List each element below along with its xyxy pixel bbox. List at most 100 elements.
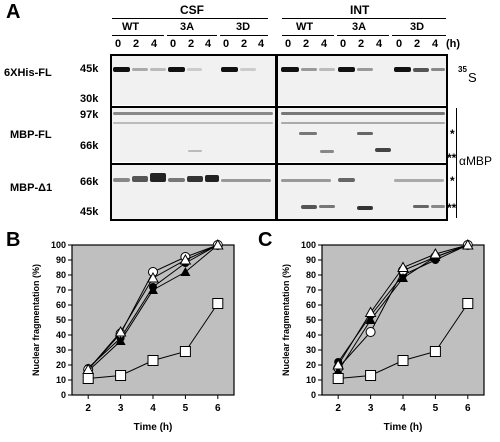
row-label-mbp-fl: MBP-FL — [10, 129, 52, 141]
data-point — [147, 355, 159, 366]
genotype-label: 3D — [236, 21, 251, 33]
band-marker: ** — [447, 151, 457, 165]
band-marker: * — [450, 174, 455, 188]
gel-band — [338, 67, 355, 72]
y-tick-label: 70 — [56, 285, 66, 295]
x-tick-label: 6 — [465, 403, 471, 414]
mw-marker: 45k — [80, 63, 99, 75]
y-tick-label: 90 — [56, 255, 66, 265]
blot-6xhis-csf — [110, 55, 275, 105]
x-tick-label: 2 — [85, 403, 91, 414]
x-tick-label: 3 — [368, 403, 374, 414]
blot-border-bottom — [110, 219, 448, 221]
y-tick-label: 50 — [56, 315, 66, 325]
data-point — [179, 346, 191, 357]
time-label: 4 — [376, 38, 383, 50]
gel-band — [240, 68, 256, 71]
band-marker: * — [450, 127, 455, 141]
y-tick-label: 70 — [306, 285, 316, 295]
data-point — [462, 298, 474, 309]
y-tick-label: 0 — [311, 390, 316, 400]
data-point — [429, 247, 442, 259]
mw-marker: 97k — [80, 109, 99, 121]
y-tick-label: 80 — [306, 270, 316, 280]
time-label: 2 — [188, 38, 195, 50]
condition-label-int: INT — [350, 3, 370, 17]
data-point — [211, 238, 224, 250]
gel-band — [357, 68, 373, 71]
genotype-underline — [112, 35, 164, 36]
y-tick-label: 100 — [301, 240, 316, 250]
gel-band — [413, 68, 429, 72]
data-point — [365, 370, 377, 381]
data-point — [114, 325, 127, 337]
panel-label-b: B — [6, 229, 21, 251]
gel-band — [394, 67, 411, 72]
gel-band — [281, 112, 445, 115]
gel-band — [375, 148, 391, 152]
gel-band — [113, 178, 130, 182]
gel-band — [132, 176, 148, 182]
data-point — [398, 273, 408, 282]
time-label: 2 — [358, 38, 365, 50]
y-tick-label: 100 — [51, 240, 66, 250]
data-point — [429, 346, 441, 357]
time-label: 2 — [303, 38, 310, 50]
gel-band — [281, 122, 445, 124]
data-point — [461, 238, 474, 250]
time-label: 4 — [258, 38, 265, 50]
x-tick-label: 6 — [215, 403, 221, 414]
data-point — [179, 253, 192, 265]
time-label: 2 — [414, 38, 421, 50]
x-tick-label: 3 — [118, 403, 124, 414]
y-tick-label: 10 — [56, 375, 66, 385]
blot-mbpd1-int — [278, 165, 448, 219]
time-label: 0 — [115, 38, 122, 50]
csf-underline — [112, 18, 268, 19]
data-point — [147, 271, 159, 283]
genotype-label: 3A — [180, 21, 195, 33]
y-axis-label: Nuclear fragmentation (%) — [31, 264, 41, 376]
data-point — [332, 373, 344, 384]
data-point — [115, 336, 126, 345]
genotype-label: 3D — [410, 21, 425, 33]
y-tick-label: 0 — [61, 390, 66, 400]
genotype-underline — [282, 35, 334, 36]
antibody-label: αMBP — [459, 154, 492, 168]
blot-center-divider — [275, 54, 278, 221]
time-label: 4 — [432, 38, 439, 50]
gel-band — [187, 176, 203, 182]
time-label: 0 — [340, 38, 347, 50]
genotype-underline — [392, 35, 446, 36]
data-point — [397, 261, 409, 272]
y-tick-label: 80 — [56, 270, 66, 280]
gel-band — [132, 68, 148, 71]
gel-band — [221, 179, 271, 182]
gel-band — [188, 150, 202, 152]
x-tick-label: 5 — [183, 403, 189, 414]
mw-marker: 66k — [80, 140, 99, 152]
isotope-superscript: 35 — [458, 65, 467, 74]
genotype-underline — [167, 35, 217, 36]
y-axis-label: Nuclear fragmentation (%) — [281, 264, 291, 376]
genotype-label: 3A — [352, 21, 367, 33]
gel-band — [301, 68, 317, 71]
mw-marker: 66k — [80, 176, 99, 188]
gel-band — [113, 122, 273, 124]
blot-border-right — [446, 54, 448, 221]
band-marker: ** — [447, 201, 457, 215]
gel-band — [320, 150, 334, 153]
blot-mbpfl-csf — [110, 108, 275, 162]
time-label: 2 — [241, 38, 248, 50]
data-point — [212, 298, 224, 309]
gel-band — [413, 205, 429, 208]
row-label-6xhis-fl: 6XHis-FL — [4, 67, 52, 79]
x-axis-label: Time (h) — [134, 422, 173, 433]
time-label: 4 — [151, 38, 158, 50]
y-tick-label: 20 — [56, 360, 66, 370]
time-label: 4 — [321, 38, 328, 50]
genotype-label: WT — [296, 21, 314, 33]
gel-band — [168, 67, 185, 72]
blot-border-left — [110, 54, 112, 221]
blot-mbpfl-int — [278, 108, 448, 162]
